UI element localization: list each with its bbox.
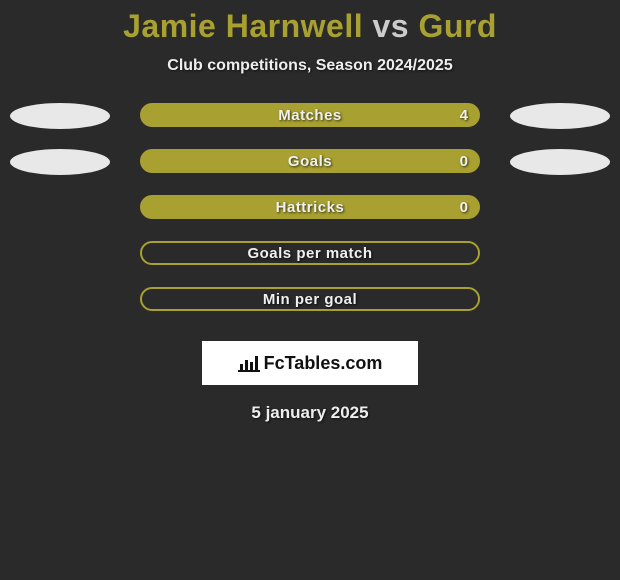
player2-name: Gurd bbox=[418, 8, 496, 44]
stat-row: Min per goal bbox=[0, 287, 620, 333]
player1-marker bbox=[10, 103, 110, 129]
logo-text: FcTables.com bbox=[264, 353, 383, 374]
stat-row: Goals per match bbox=[0, 241, 620, 287]
stat-value: 0 bbox=[460, 199, 468, 216]
stat-row: Hattricks 0 bbox=[0, 195, 620, 241]
player1-name: Jamie Harnwell bbox=[123, 8, 363, 44]
stat-label: Min per goal bbox=[263, 291, 357, 308]
stat-row: Matches 4 bbox=[0, 103, 620, 149]
player1-marker bbox=[10, 149, 110, 175]
subtitle: Club competitions, Season 2024/2025 bbox=[0, 57, 620, 75]
stat-bar: Hattricks 0 bbox=[140, 195, 480, 219]
stat-value: 0 bbox=[460, 153, 468, 170]
chart-icon bbox=[238, 354, 260, 372]
stat-label: Matches bbox=[278, 107, 342, 124]
stat-label: Goals bbox=[288, 153, 332, 170]
infographic-container: Jamie Harnwell vs Gurd Club competitions… bbox=[0, 0, 620, 423]
stat-bar: Matches 4 bbox=[140, 103, 480, 127]
stats-list: Matches 4 Goals 0 Hattricks 0 Goals per match M… bbox=[0, 103, 620, 333]
logo-box: FcTables.com bbox=[202, 341, 418, 385]
player2-marker bbox=[510, 149, 610, 175]
stat-bar: Goals 0 bbox=[140, 149, 480, 173]
stat-row: Goals 0 bbox=[0, 149, 620, 195]
date-label: 5 january 2025 bbox=[0, 403, 620, 423]
stat-label: Hattricks bbox=[276, 199, 345, 216]
comparison-title: Jamie Harnwell vs Gurd bbox=[0, 8, 620, 45]
stat-label: Goals per match bbox=[247, 245, 372, 262]
stat-value: 4 bbox=[460, 107, 468, 124]
logo: FcTables.com bbox=[238, 353, 383, 374]
stat-bar: Goals per match bbox=[140, 241, 480, 265]
stat-bar: Min per goal bbox=[140, 287, 480, 311]
vs-separator: vs bbox=[372, 8, 409, 44]
player2-marker bbox=[510, 103, 610, 129]
